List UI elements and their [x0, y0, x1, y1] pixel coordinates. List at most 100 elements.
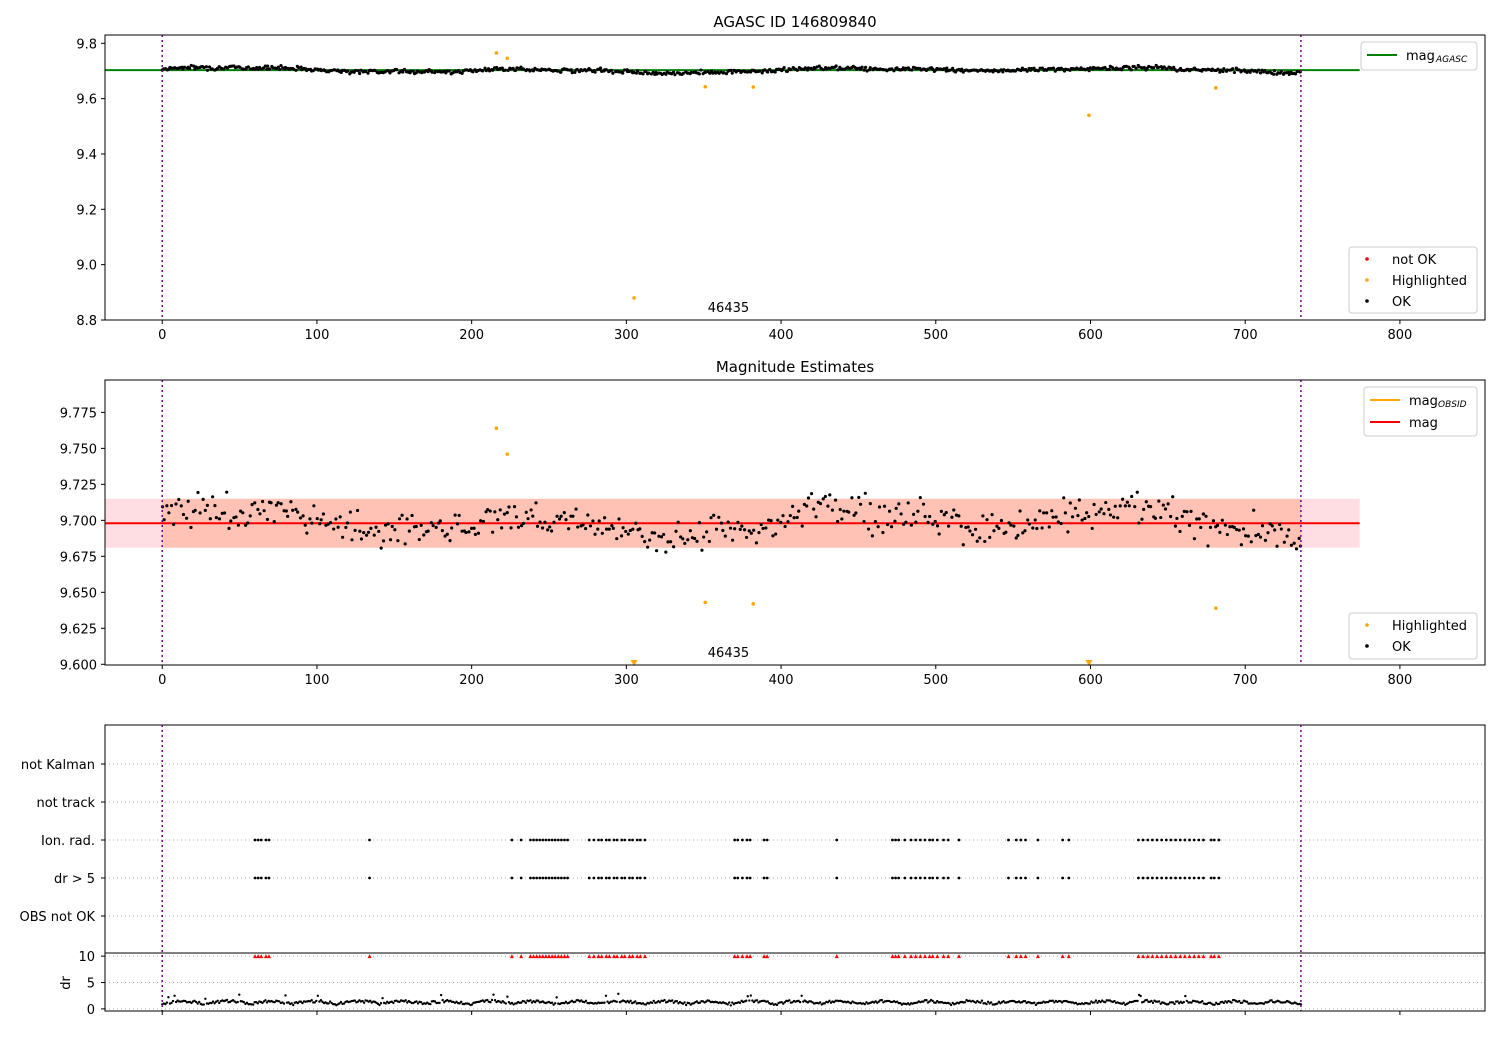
- flag-point: [1164, 838, 1168, 842]
- flag-point: [566, 838, 569, 842]
- ok-point: [1059, 521, 1063, 526]
- ok-point: [607, 527, 611, 531]
- flag-point: [1146, 876, 1150, 880]
- ok-point: [167, 511, 171, 515]
- ok-point: [227, 526, 231, 530]
- dr-point: [416, 1002, 420, 1005]
- dr-point: [278, 1000, 281, 1003]
- dr-point: [1225, 1001, 1229, 1004]
- ok-point: [1215, 523, 1220, 527]
- ok-point: [662, 532, 666, 537]
- dr-point: [419, 1000, 423, 1004]
- ok-point: [1278, 522, 1282, 527]
- ok-point: [1087, 514, 1091, 519]
- dr-point: [190, 1001, 193, 1005]
- dr-point: [318, 1000, 321, 1003]
- ok-point: [1030, 67, 1034, 71]
- ok-point: [460, 71, 464, 75]
- ok-point: [1218, 530, 1222, 534]
- flag-point: [550, 876, 554, 880]
- capped-marker: [543, 954, 548, 959]
- ok-point: [1239, 543, 1243, 547]
- flag-point: [923, 838, 927, 842]
- flag-point: [1164, 876, 1168, 880]
- flag-point: [519, 876, 523, 880]
- flag-point: [253, 838, 257, 842]
- ok-point: [353, 528, 357, 532]
- ok-point: [1019, 68, 1023, 73]
- dr-point: [529, 999, 532, 1002]
- ok-point: [889, 525, 894, 529]
- ok-point: [312, 504, 316, 508]
- dr-point: [617, 992, 620, 996]
- ok-point: [575, 67, 579, 72]
- ok-point: [359, 68, 363, 72]
- y-tick-label: 9.700: [60, 514, 97, 529]
- ok-point: [650, 531, 654, 535]
- capped-marker: [896, 954, 901, 959]
- ok-point: [422, 533, 426, 537]
- ok-point: [654, 549, 659, 553]
- dr-point: [174, 1000, 178, 1004]
- ok-point: [586, 513, 590, 517]
- flag-point: [597, 876, 600, 880]
- ok-point: [1275, 544, 1279, 548]
- flag-point: [903, 876, 907, 880]
- ok-point: [697, 72, 701, 76]
- flag-point: [1061, 876, 1065, 880]
- flag-point: [553, 876, 557, 880]
- ok-point: [942, 513, 946, 517]
- ok-point: [1273, 528, 1277, 532]
- flag-point: [957, 876, 961, 880]
- ok-point: [705, 530, 709, 534]
- capped-marker: [765, 954, 770, 959]
- x-tick-label: 200: [459, 673, 484, 688]
- dr-point: [378, 1003, 381, 1007]
- dr-point: [936, 999, 939, 1003]
- flag-point: [1137, 876, 1140, 880]
- dr-point: [563, 1002, 566, 1005]
- ok-point: [659, 535, 664, 539]
- ok-point: [611, 526, 615, 530]
- flag-point: [740, 838, 744, 842]
- ok-point: [1103, 65, 1107, 70]
- flag-point: [1217, 876, 1221, 880]
- ok-point: [1270, 524, 1274, 528]
- dr-point: [979, 1001, 982, 1004]
- capped-marker: [956, 954, 961, 959]
- highlighted-point: [494, 51, 499, 55]
- ok-point: [299, 65, 303, 69]
- flag-point: [1169, 876, 1173, 880]
- ok-point: [997, 526, 1001, 530]
- flag-point: [1174, 838, 1177, 842]
- ok-point: [1272, 72, 1276, 76]
- dr-point: [1034, 1003, 1038, 1007]
- ok-point: [210, 67, 214, 71]
- dr-point: [1184, 994, 1187, 998]
- ok-point: [617, 517, 621, 521]
- ok-point: [821, 68, 825, 72]
- flag-point: [765, 838, 769, 842]
- ok-point: [719, 521, 724, 525]
- ok-point: [902, 522, 906, 526]
- ok-point: [1231, 67, 1235, 71]
- dr-point: [164, 1002, 167, 1006]
- ok-point: [776, 518, 780, 522]
- category-label: not Kalman: [21, 758, 95, 773]
- ok-point: [862, 520, 866, 524]
- ok-point: [995, 524, 999, 528]
- x-tick-label: 400: [769, 328, 794, 343]
- ok-point: [1040, 526, 1044, 530]
- ok-point: [217, 517, 222, 521]
- ok-point: [184, 516, 189, 520]
- ok-point: [203, 508, 207, 512]
- dr-point: [1150, 999, 1153, 1003]
- highlighted-point: [505, 56, 510, 61]
- ok-point: [812, 507, 816, 511]
- ok-point: [476, 531, 481, 535]
- ok-point: [779, 520, 783, 524]
- ok-point: [854, 511, 858, 515]
- flag-point: [541, 838, 545, 842]
- category-label: OBS not OK: [20, 910, 96, 925]
- ok-point: [999, 518, 1004, 523]
